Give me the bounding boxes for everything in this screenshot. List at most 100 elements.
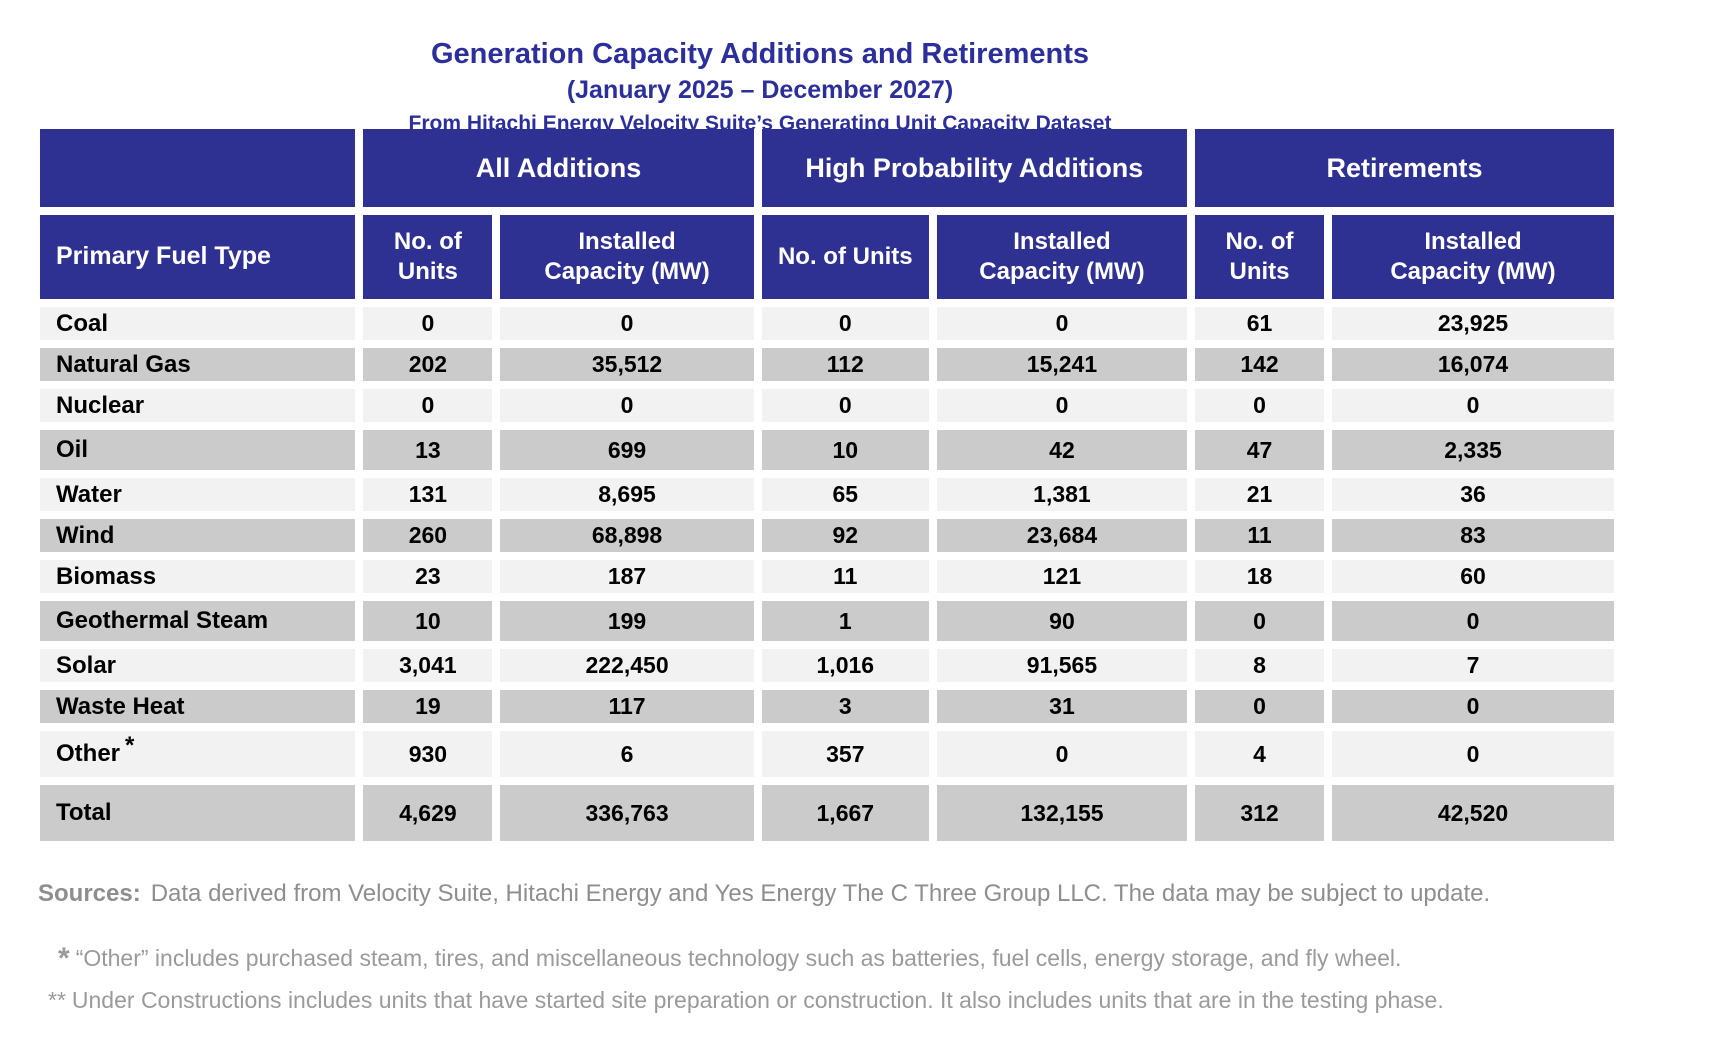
table-body: Coal 0 0 0 0 61 23,925 Natural Gas 202 35,512 112 1… xyxy=(40,307,1614,841)
value-cell: 4,629 xyxy=(363,785,493,841)
value-cell: 65 xyxy=(761,478,929,511)
page-subtitle-date-range: (January 2025 – December 2027) xyxy=(566,76,954,105)
fuel-type-cell: Coal xyxy=(40,307,356,340)
value-cell: 15,241 xyxy=(936,348,1187,381)
title-block: Generation Capacity Additions and Retire… xyxy=(40,38,1480,136)
value-cell: 60 xyxy=(1332,560,1614,593)
value-cell: 8 xyxy=(1195,649,1325,682)
table-row: Coal 0 0 0 0 61 23,925 xyxy=(40,307,1614,340)
value-cell: 0 xyxy=(1332,389,1614,422)
fuel-type-cell: Wind xyxy=(40,519,356,552)
value-cell: 2,335 xyxy=(1332,430,1614,470)
value-cell: 0 xyxy=(761,389,929,422)
fuel-type-cell: Total xyxy=(40,785,356,841)
group-header-blank xyxy=(40,129,356,207)
value-cell: 1 xyxy=(761,601,929,641)
table-row: Nuclear 0 0 0 0 0 0 xyxy=(40,389,1614,422)
value-cell: 10 xyxy=(363,601,493,641)
value-cell: 187 xyxy=(500,560,754,593)
table-row: Waste Heat 19 117 3 31 0 0 xyxy=(40,690,1614,723)
fuel-type-cell: Waste Heat xyxy=(40,690,356,723)
page-title: Generation Capacity Additions and Retire… xyxy=(431,38,1089,70)
value-cell: 31 xyxy=(936,690,1187,723)
footnote-other-text: “Other” includes purchased steam, tires,… xyxy=(75,945,1402,971)
value-cell: 0 xyxy=(363,307,493,340)
value-cell: 16,074 xyxy=(1332,348,1614,381)
value-cell: 117 xyxy=(500,690,754,723)
column-header-units-retirements: No. of Units xyxy=(1195,215,1325,299)
value-cell: 121 xyxy=(936,560,1187,593)
value-cell: 112 xyxy=(761,348,929,381)
value-cell: 1,016 xyxy=(761,649,929,682)
fuel-type-cell: Other * xyxy=(40,731,356,777)
value-cell: 7 xyxy=(1332,649,1614,682)
value-cell: 1,667 xyxy=(761,785,929,841)
sources-label: Sources: xyxy=(38,880,141,907)
value-cell: 6 xyxy=(500,731,754,777)
value-cell: 91,565 xyxy=(936,649,1187,682)
value-cell: 132,155 xyxy=(936,785,1187,841)
group-header-all-additions: All Additions xyxy=(363,129,754,207)
sources-text: Data derived from Velocity Suite, Hitach… xyxy=(150,880,1491,907)
value-cell: 0 xyxy=(1332,731,1614,777)
value-cell: 0 xyxy=(500,307,754,340)
value-cell: 199 xyxy=(500,601,754,641)
table-row: Wind 260 68,898 92 23,684 11 83 xyxy=(40,519,1614,552)
value-cell: 0 xyxy=(500,389,754,422)
value-cell: 0 xyxy=(936,731,1187,777)
value-cell: 1,381 xyxy=(936,478,1187,511)
footnote-other: * “Other” includes purchased steam, tires… xyxy=(48,936,1708,983)
value-cell: 92 xyxy=(761,519,929,552)
asterisk-marker: * xyxy=(58,942,70,975)
group-header-row: All Additions High Probability Additions… xyxy=(40,129,1614,207)
value-cell: 131 xyxy=(363,478,493,511)
value-cell: 23,684 xyxy=(936,519,1187,552)
value-cell: 0 xyxy=(1332,690,1614,723)
value-cell: 68,898 xyxy=(500,519,754,552)
value-cell: 0 xyxy=(1195,601,1325,641)
table-row: Biomass 23 187 11 121 18 60 xyxy=(40,560,1614,593)
value-cell: 13 xyxy=(363,430,493,470)
column-header-units-all: No. of Units xyxy=(363,215,493,299)
table-row: Natural Gas 202 35,512 112 15,241 142 16,074 xyxy=(40,348,1614,381)
group-header-high-probability-additions: High Probability Additions xyxy=(761,129,1187,207)
value-cell: 4 xyxy=(1195,731,1325,777)
value-cell: 312 xyxy=(1195,785,1325,841)
value-cell: 47 xyxy=(1195,430,1325,470)
value-cell: 357 xyxy=(761,731,929,777)
value-cell: 23 xyxy=(363,560,493,593)
column-header-capacity-high-probability: Installed Capacity (MW) xyxy=(936,215,1187,299)
value-cell: 11 xyxy=(761,560,929,593)
table-row: Water 131 8,695 65 1,381 21 36 xyxy=(40,478,1614,511)
value-cell: 11 xyxy=(1195,519,1325,552)
fuel-type-cell: Solar xyxy=(40,649,356,682)
value-cell: 142 xyxy=(1195,348,1325,381)
fuel-type-cell: Geothermal Steam xyxy=(40,601,356,641)
fuel-type-cell: Water xyxy=(40,478,356,511)
value-cell: 42 xyxy=(936,430,1187,470)
value-cell: 23,925 xyxy=(1332,307,1614,340)
footnote-under-construction: ** Under Constructions includes units tha… xyxy=(48,983,1708,1019)
fuel-type-cell: Biomass xyxy=(40,560,356,593)
value-cell: 930 xyxy=(363,731,493,777)
capacity-table: All Additions High Probability Additions… xyxy=(32,121,1622,849)
value-cell: 35,512 xyxy=(500,348,754,381)
value-cell: 36 xyxy=(1332,478,1614,511)
value-cell: 0 xyxy=(1332,601,1614,641)
value-cell: 10 xyxy=(761,430,929,470)
value-cell: 202 xyxy=(363,348,493,381)
double-asterisk-marker: ** xyxy=(48,986,66,1013)
value-cell: 90 xyxy=(936,601,1187,641)
value-cell: 42,520 xyxy=(1332,785,1614,841)
value-cell: 8,695 xyxy=(500,478,754,511)
column-header-row: Primary Fuel Type No. of Units Installed… xyxy=(40,215,1614,299)
column-header-primary-fuel-type: Primary Fuel Type xyxy=(40,215,356,299)
table-row: Total 4,629 336,763 1,667 132,155 312 42,520 xyxy=(40,785,1614,841)
value-cell: 0 xyxy=(936,307,1187,340)
value-cell: 0 xyxy=(1195,690,1325,723)
value-cell: 3,041 xyxy=(363,649,493,682)
value-cell: 699 xyxy=(500,430,754,470)
fuel-type-cell: Natural Gas xyxy=(40,348,356,381)
value-cell: 222,450 xyxy=(500,649,754,682)
value-cell: 260 xyxy=(363,519,493,552)
